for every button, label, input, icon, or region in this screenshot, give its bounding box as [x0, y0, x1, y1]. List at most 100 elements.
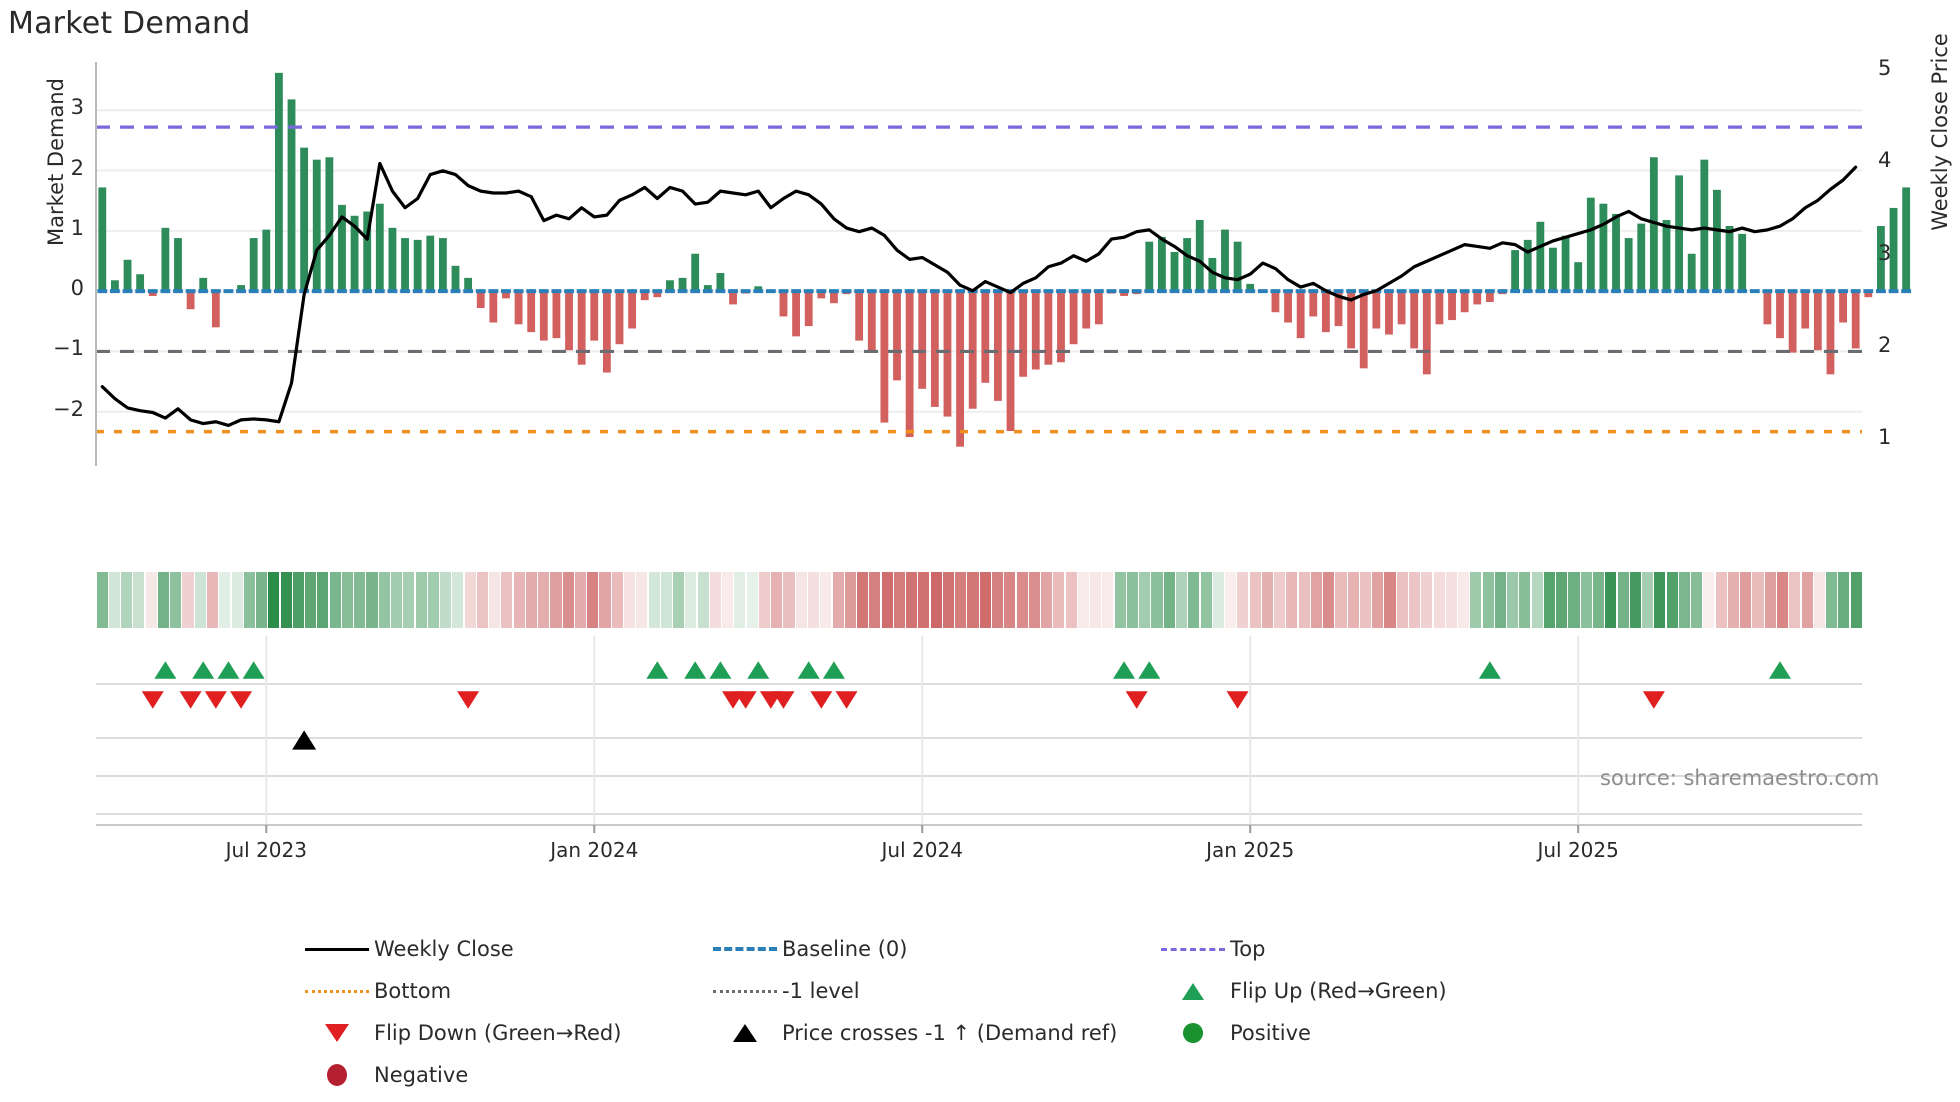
heatmap-cell	[280, 572, 292, 628]
heatmap-cell	[979, 572, 991, 628]
heatmap-cell	[1629, 572, 1641, 628]
y-axis-tick-right: 2	[1878, 332, 1892, 357]
flip-up-marker	[217, 661, 240, 679]
heatmap-cell	[538, 572, 550, 628]
demand-heatmap-strip	[96, 572, 1862, 628]
line-icon	[300, 947, 374, 951]
heatmap-cell	[1617, 572, 1629, 628]
heatmap-cell	[697, 572, 709, 628]
demand-bars	[98, 72, 1911, 447]
triangle-down-icon	[300, 1024, 374, 1042]
heatmap-cell	[1445, 572, 1457, 628]
heatmap-cell	[1752, 572, 1764, 628]
heatmap-cell	[513, 572, 525, 628]
heatmap-cell	[1041, 572, 1053, 628]
heatmap-cell	[1703, 572, 1715, 628]
heatmap-cell	[1519, 572, 1531, 628]
heatmap-cell	[1212, 572, 1224, 628]
heatmap-cell	[783, 572, 795, 628]
legend-row: Flip Down (Green→Red) Price crosses -1 ↑…	[300, 1012, 1700, 1054]
flip-down-markers	[141, 691, 1665, 709]
heatmap-cell	[1494, 572, 1506, 628]
legend-item-flip-up[interactable]: Flip Up (Red→Green)	[1156, 970, 1576, 1012]
flip-down-marker	[204, 691, 227, 709]
legend-item-bottom[interactable]: Bottom	[300, 970, 708, 1012]
legend-item-negative[interactable]: Negative	[300, 1054, 708, 1096]
legend-item-positive[interactable]: Positive	[1156, 1012, 1576, 1054]
heatmap-cell	[587, 572, 599, 628]
flip-up-marker	[154, 661, 177, 679]
legend-label: Negative	[374, 1063, 469, 1087]
heatmap-cell	[1151, 572, 1163, 628]
heatmap-cell	[1065, 572, 1077, 628]
legend-item-weekly-close[interactable]: Weekly Close	[300, 928, 708, 970]
heatmap-cell	[108, 572, 120, 628]
heatmap-cell	[292, 572, 304, 628]
legend-label: Baseline (0)	[782, 937, 908, 961]
heatmap-cell	[795, 572, 807, 628]
flip-down-marker	[179, 691, 202, 709]
heatmap-cell	[1114, 572, 1126, 628]
legend-spacer	[708, 1054, 1156, 1096]
x-axis-tick: Jan 2024	[550, 838, 639, 862]
x-axis-tick: Jul 2023	[225, 838, 307, 862]
marker-gridlines	[96, 636, 1862, 826]
heatmap-cell	[464, 572, 476, 628]
heatmap-cell	[256, 572, 268, 628]
heatmap-cell	[611, 572, 623, 628]
heatmap-cell	[636, 572, 648, 628]
heatmap-cell	[1359, 572, 1372, 628]
heatmap-cell	[991, 572, 1004, 628]
flip-down-marker	[734, 691, 757, 709]
heatmap-cell	[820, 572, 832, 628]
page-title: Market Demand	[8, 6, 251, 41]
y-axis-label-right: Weekly Close Price	[1928, 33, 1952, 231]
legend-row: Negative	[300, 1054, 1700, 1096]
legend-label: Top	[1230, 937, 1266, 961]
heatmap-cell	[869, 572, 881, 628]
heatmap-cell	[525, 572, 537, 628]
legend-item-price-cross[interactable]: Price crosses -1 ↑ (Demand ref)	[708, 1012, 1156, 1054]
heatmap-cell	[231, 572, 243, 628]
dotted-line-icon	[1156, 947, 1230, 951]
legend-item-flip-down[interactable]: Flip Down (Green→Red)	[300, 1012, 708, 1054]
flip-up-marker	[242, 661, 265, 679]
heatmap-cell	[489, 572, 501, 628]
heatmap-cell	[1507, 572, 1519, 628]
dashed-line-icon	[708, 947, 782, 951]
legend-spacer	[1156, 1054, 1576, 1096]
flip-up-marker	[822, 661, 845, 679]
legend-item-minus-one[interactable]: -1 level	[708, 970, 1156, 1012]
legend-label: Price crosses -1 ↑ (Demand ref)	[782, 1021, 1118, 1045]
heatmap-cell	[219, 572, 231, 628]
heatmap-cell	[1163, 572, 1175, 628]
heatmap-cell	[415, 572, 427, 628]
flip-down-marker	[772, 691, 795, 709]
heatmap-cell	[317, 572, 329, 628]
heatmap-cell	[1090, 572, 1102, 628]
heatmap-cell	[918, 572, 930, 628]
heatmap-cell	[1433, 572, 1445, 628]
legend-item-top[interactable]: Top	[1156, 928, 1576, 970]
x-axis-ticks	[265, 825, 1580, 833]
flip-up-marker	[684, 661, 707, 679]
y-axis-tick-right: 3	[1878, 240, 1892, 265]
heatmap-cell	[562, 572, 574, 628]
flip-down-marker	[1125, 691, 1148, 709]
y-axis-tick-right: 1	[1878, 425, 1892, 450]
flip-up-marker	[192, 661, 215, 679]
heatmap-cell	[1298, 572, 1310, 628]
chart-legend: Weekly Close Baseline (0) Top Bottom -1 …	[300, 928, 1700, 1096]
flip-up-marker	[1769, 661, 1792, 679]
y-axis-tick-left: 3	[70, 95, 84, 120]
y-axis-tick-left: 0	[70, 276, 84, 301]
dotted-line-icon	[708, 989, 782, 993]
heatmap-cell	[341, 572, 353, 628]
heatmap-cell	[574, 572, 587, 628]
heatmap-cell	[1004, 572, 1016, 628]
heatmap-cell	[1323, 572, 1335, 628]
legend-item-baseline[interactable]: Baseline (0)	[708, 928, 1156, 970]
marker-svg	[96, 636, 1862, 833]
flip-up-marker	[1138, 661, 1161, 679]
heatmap-cell	[832, 572, 844, 628]
